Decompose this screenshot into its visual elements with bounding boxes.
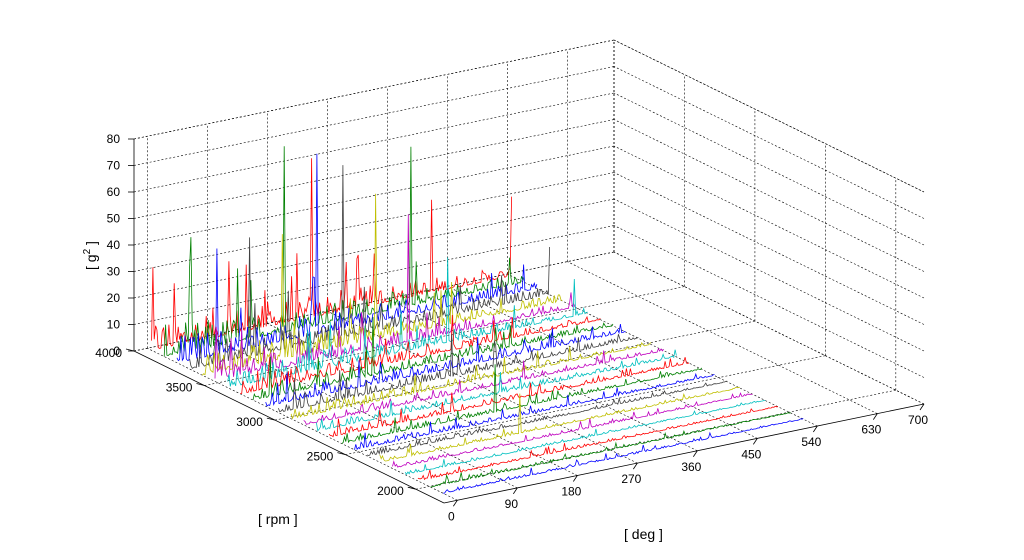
z-tick-label: 60 [107,185,121,199]
x-tick-mark [813,425,818,433]
y-tick-label: 2500 [307,450,334,464]
trace-layer [151,146,804,494]
trace-rpm-2170 [404,400,766,476]
y-axis-line [133,350,445,504]
back-wall-grid-horizontal [133,145,615,246]
back-wall-grid-horizontal [133,66,615,166]
axis-layer [125,138,925,507]
x-tick-label: 270 [621,472,641,486]
x-tick-label: 700 [908,413,928,427]
x-tick-mark [453,500,458,507]
trace-rpm-2440 [367,380,728,457]
box-top-back-edge [133,39,615,140]
z-tick-label: 30 [107,265,121,279]
side-wall-grid-horizontal [613,119,925,272]
z-tick-label: 20 [107,291,121,305]
back-wall-grid-horizontal [133,225,615,325]
floor-grid-x-line [147,347,458,501]
floor-grid-y-line [345,355,826,455]
side-wall-grid-horizontal [613,145,925,299]
z-tick-label: 80 [107,132,121,146]
trace-rpm-3790 [176,153,538,362]
z-tick-label: 70 [107,159,121,173]
floor-grid-y-line [415,389,896,490]
trace-rpm-2620 [341,364,703,444]
grid-layer [133,39,925,501]
x-tick-label: 630 [861,423,881,437]
z-axis-label-base: [ g [83,254,99,270]
trace-rpm-3610 [202,193,563,376]
side-wall-grid-horizontal [613,251,925,405]
side-wall-grid-horizontal [613,225,925,378]
x-axis-label: [ deg ] [624,526,663,542]
side-wall-grid-horizontal [613,198,925,352]
z-axis-label-end: ] [83,241,99,249]
x-tick-mark [873,413,878,420]
box-top-side-edge [613,39,925,193]
x-tick-mark [693,450,698,457]
floor-grid-x-line [507,273,818,427]
side-wall-grid-horizontal [613,66,925,219]
back-wall-grid-horizontal [133,119,615,219]
trace-rpm-2710 [328,357,690,438]
back-wall-grid-horizontal [133,172,615,272]
trace-rpm-2260 [392,392,753,468]
x-tick-label: 90 [505,497,519,511]
trace-rpm-2890 [303,347,665,425]
x-tick-mark [753,438,758,445]
x-tick-mark [513,487,518,495]
z-tick-label: 10 [107,318,121,332]
x-tick-label: 180 [561,485,581,499]
trace-rpm-2530 [354,372,715,451]
floor-grid-x-line [327,310,638,464]
x-tick-label: 0 [448,509,455,523]
x-tick-mark [633,462,638,470]
z-tick-label: 40 [107,238,121,252]
z-axis-label-superscript: 2 [82,248,93,254]
floor-grid-x-line [567,261,878,414]
x-tick-label: 540 [801,435,821,449]
x-tick-mark [919,403,925,411]
x-tick-label: 450 [741,447,761,461]
y-tick-label: 3000 [236,415,263,429]
y-tick-mark [196,383,205,386]
y-tick-label: 2000 [377,484,404,498]
trace-rpm-1990 [430,412,791,488]
x-axis-line [443,403,925,504]
trace-rpm-2800 [316,349,677,432]
z-axis-label: [ g2 ] [82,241,99,270]
back-wall-grid-horizontal [133,198,615,299]
y-tick-mark [266,417,276,421]
y-tick-label: 3500 [166,381,193,395]
y-tick-mark [337,452,346,456]
x-tick-mark [573,475,578,482]
y-tick-label: 4000 [95,346,122,360]
side-wall-grid-horizontal [613,172,925,325]
y-axis-label: [ rpm ] [258,511,298,527]
z-tick-label: 50 [107,212,121,226]
floor-grid-y-line [204,286,685,386]
tick-label-layer: 0901802703604505406307002000250030003500… [95,132,928,523]
x-tick-label: 360 [681,460,701,474]
floor-grid-x-line [387,298,698,452]
z-tick-label: 0 [113,344,120,358]
back-wall-grid-horizontal [133,92,615,193]
trace-rpm-3340 [240,314,601,395]
trace-rpm-3700 [189,165,550,369]
side-wall-grid-horizontal [613,92,925,246]
trace-rpm-3160 [265,324,626,407]
trace-rpm-1900 [443,418,804,494]
y-tick-mark [407,486,416,490]
trace-rpm-2980 [290,341,652,420]
trace-rpm-2350 [379,386,740,462]
trace-rpm-2080 [417,405,778,481]
